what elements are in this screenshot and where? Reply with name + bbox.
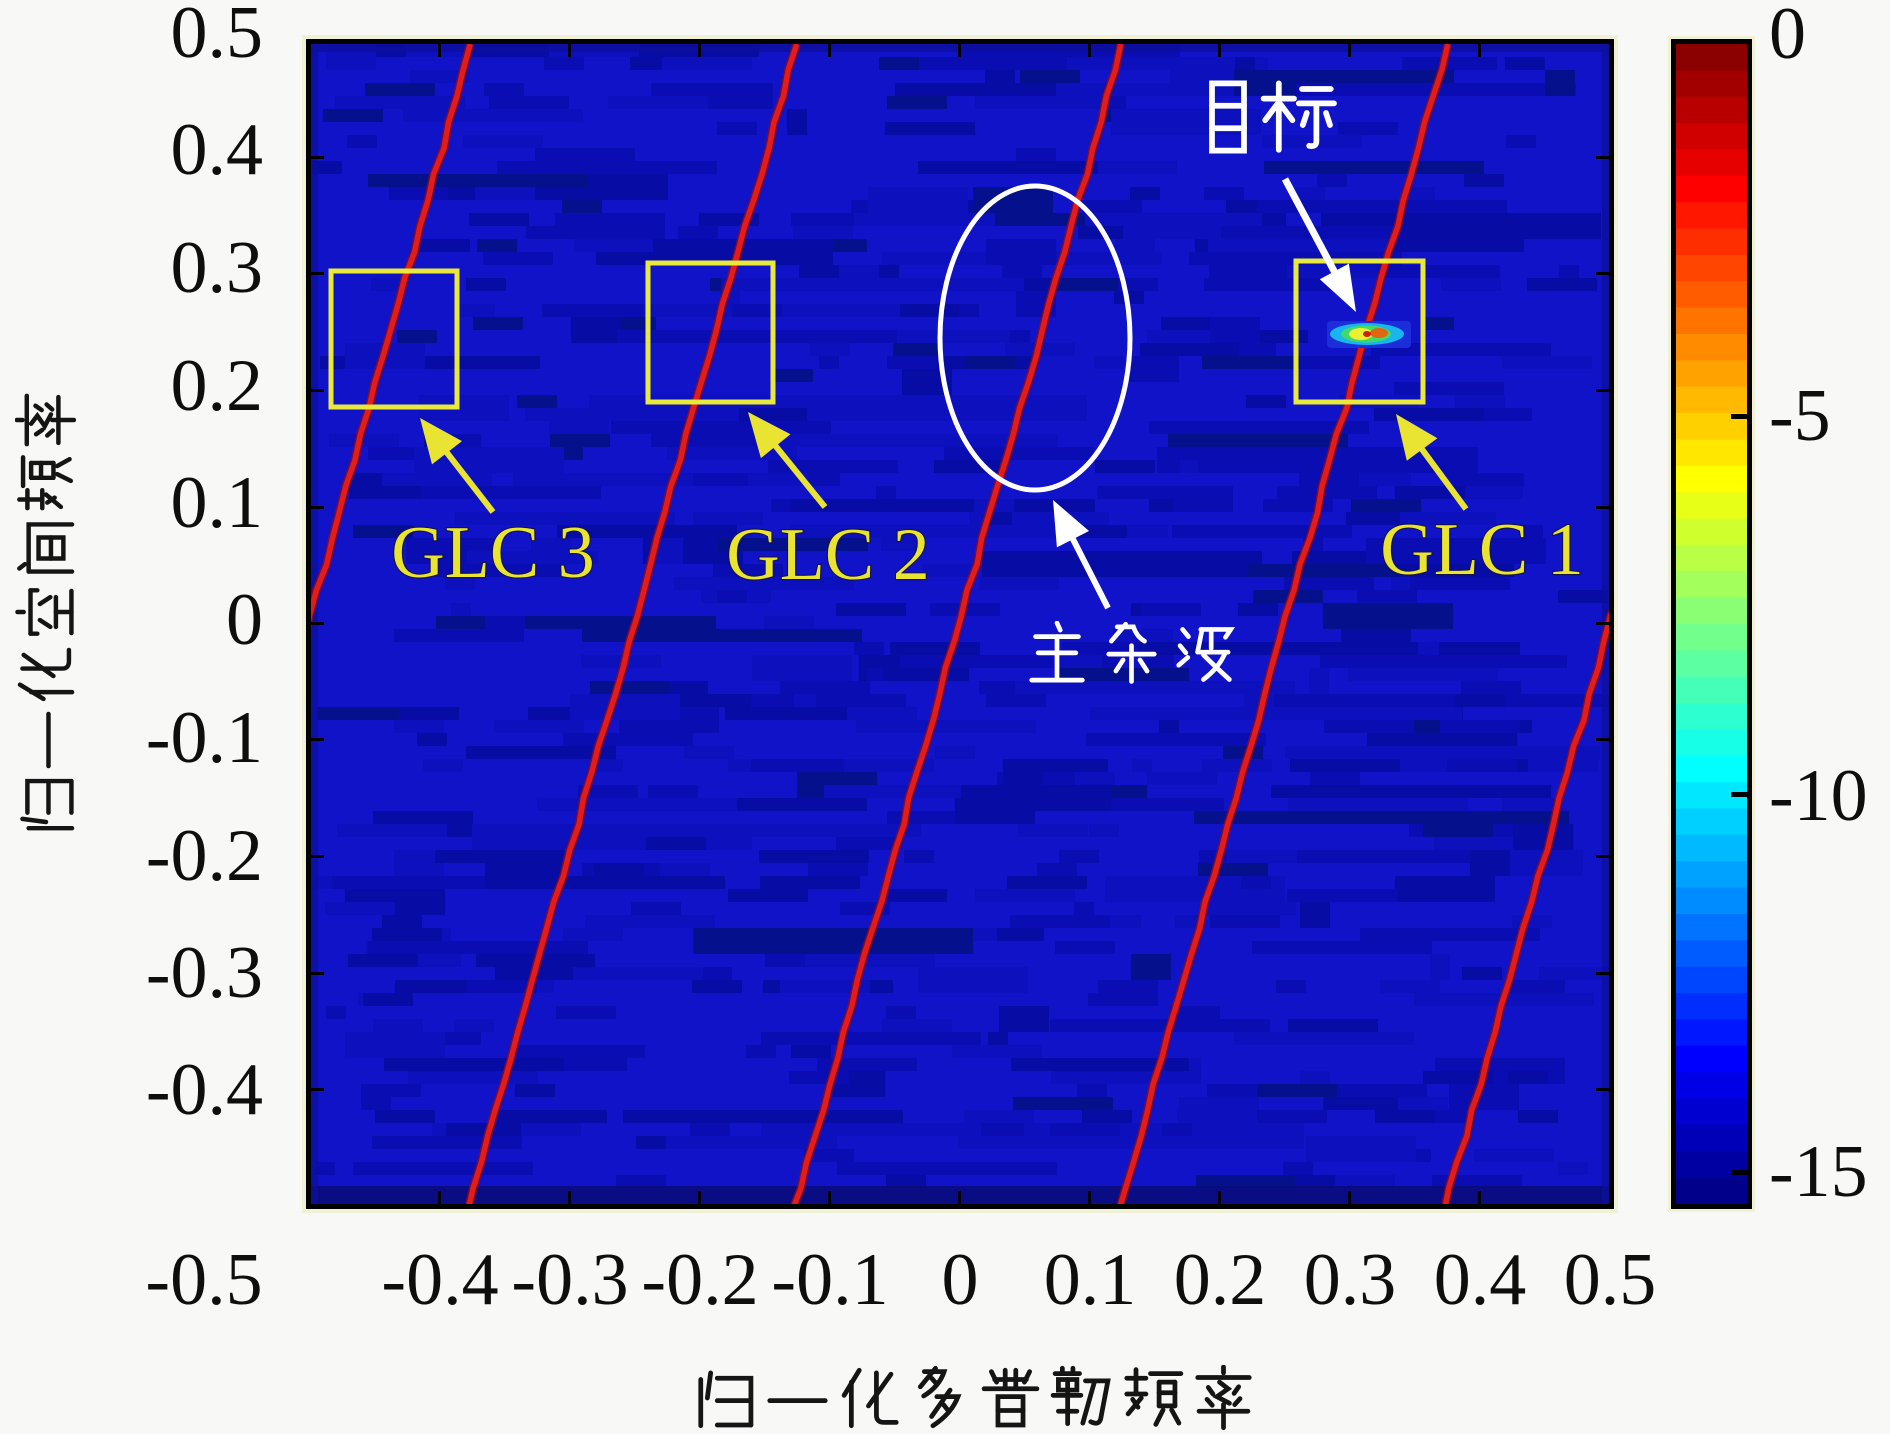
svg-text:0.2: 0.2 bbox=[171, 345, 264, 427]
svg-text:GLC 1: GLC 1 bbox=[1380, 509, 1584, 591]
svg-text:-0.1: -0.1 bbox=[146, 697, 263, 779]
svg-text:-0.2: -0.2 bbox=[146, 815, 263, 897]
svg-text:0.5: 0.5 bbox=[1564, 1239, 1657, 1321]
svg-text:0.1: 0.1 bbox=[1044, 1239, 1137, 1321]
svg-text:-0.5: -0.5 bbox=[145, 1239, 262, 1321]
svg-text:-0.4: -0.4 bbox=[146, 1049, 263, 1131]
svg-text:-0.1: -0.1 bbox=[771, 1239, 888, 1321]
svg-text:-0.4: -0.4 bbox=[381, 1239, 498, 1321]
svg-text:-5: -5 bbox=[1769, 375, 1831, 457]
svg-text:-0.3: -0.3 bbox=[146, 932, 263, 1014]
svg-text:-15: -15 bbox=[1769, 1131, 1868, 1213]
svg-text:0: 0 bbox=[942, 1239, 979, 1321]
svg-text:-10: -10 bbox=[1769, 755, 1868, 837]
svg-text:0.2: 0.2 bbox=[1174, 1239, 1267, 1321]
svg-text:0.3: 0.3 bbox=[1304, 1239, 1397, 1321]
svg-text:GLC 3: GLC 3 bbox=[391, 512, 595, 594]
svg-text:0: 0 bbox=[226, 579, 263, 661]
svg-text:-0.2: -0.2 bbox=[641, 1239, 758, 1321]
svg-text:0.3: 0.3 bbox=[171, 227, 264, 309]
svg-text:0.4: 0.4 bbox=[1434, 1239, 1527, 1321]
svg-text:0.4: 0.4 bbox=[171, 109, 264, 191]
svg-text:GLC 2: GLC 2 bbox=[726, 514, 930, 596]
svg-text:0.1: 0.1 bbox=[171, 462, 264, 544]
svg-text:0.5: 0.5 bbox=[171, 0, 264, 74]
svg-text:0: 0 bbox=[1769, 0, 1806, 75]
svg-text:-0.3: -0.3 bbox=[511, 1239, 628, 1321]
